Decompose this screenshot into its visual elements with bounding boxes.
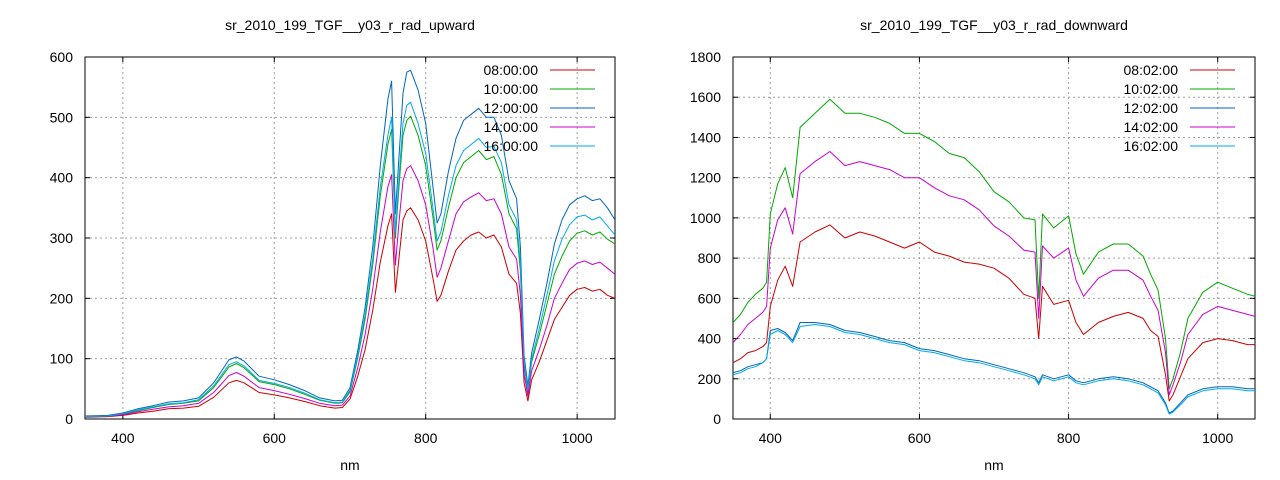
x-tick-label: 800 xyxy=(414,430,438,446)
series-line-100200 xyxy=(733,98,1255,390)
y-tick-label: 500 xyxy=(50,109,74,125)
chart-title: sr_2010_199_TGF__y03_r_rad_downward xyxy=(860,17,1128,33)
y-tick-label: 600 xyxy=(50,49,74,65)
y-tick-label: 200 xyxy=(698,371,722,387)
legend-label: 10:00:00 xyxy=(484,81,539,97)
series-line-120000 xyxy=(85,69,615,417)
legend: 08:00:00 10:00:00 12:00:00 14:00:00 16:00:00 xyxy=(484,62,595,154)
chart-title: sr_2010_199_TGF__y03_r_rad_upward xyxy=(225,17,475,33)
chart-upward: 400 600 800 1000 0 100 200 300 400 500 600 sr_2010_… xyxy=(50,17,616,473)
series-group xyxy=(733,98,1255,415)
series-line-080000 xyxy=(85,207,615,418)
legend-label: 14:00:00 xyxy=(484,119,539,135)
y-tick-label: 300 xyxy=(50,230,74,246)
y-tick-label: 400 xyxy=(50,170,74,186)
y-tick-label: 600 xyxy=(698,290,722,306)
x-tick-label: 1000 xyxy=(562,430,593,446)
y-tick-label: 1800 xyxy=(690,49,721,65)
x-tick-label: 400 xyxy=(111,430,135,446)
series-line-080200 xyxy=(733,224,1255,402)
y-tick-label: 100 xyxy=(50,351,74,367)
grid xyxy=(733,57,1255,419)
y-tick-label: 1600 xyxy=(690,89,721,105)
series-line-160200 xyxy=(733,324,1255,415)
legend-label: 16:02:00 xyxy=(1124,138,1179,154)
y-tick-label: 0 xyxy=(65,411,73,427)
x-tick-label: 600 xyxy=(908,430,932,446)
legend-label: 10:02:00 xyxy=(1124,81,1179,97)
x-tick-label: 600 xyxy=(263,430,287,446)
x-tick-label: 800 xyxy=(1057,430,1081,446)
y-tick-label: 0 xyxy=(713,411,721,427)
legend-label: 08:02:00 xyxy=(1124,62,1179,78)
legend-label: 14:02:00 xyxy=(1124,119,1179,135)
plot-frame xyxy=(732,56,1256,420)
y-tick-label: 800 xyxy=(698,250,722,266)
x-tick-label: 400 xyxy=(759,430,783,446)
series-line-140200 xyxy=(733,151,1255,396)
series-line-160000 xyxy=(85,101,615,418)
x-tick-label: 1000 xyxy=(1202,430,1233,446)
legend-label: 12:00:00 xyxy=(484,100,539,116)
series-line-100000 xyxy=(85,115,615,418)
y-tick-label: 1400 xyxy=(690,129,721,145)
y-tick-label: 1000 xyxy=(690,210,721,226)
legend: 08:02:00 10:02:00 12:02:00 14:02:00 16:02:00 xyxy=(1124,62,1235,154)
series-line-120200 xyxy=(733,322,1255,414)
x-axis-label: nm xyxy=(984,457,1003,473)
chart-downward: 400 600 800 1000 0 200 400 600 800 1000 1200 1400 16… xyxy=(690,17,1256,473)
series-group xyxy=(85,69,615,418)
x-axis-label: nm xyxy=(340,457,359,473)
legend-label: 12:02:00 xyxy=(1124,100,1179,116)
y-tick-label: 200 xyxy=(50,290,74,306)
y-tick-label: 1200 xyxy=(690,170,721,186)
legend-label: 08:00:00 xyxy=(484,62,539,78)
series-line-140000 xyxy=(85,165,615,418)
y-tick-label: 400 xyxy=(698,331,722,347)
legend-label: 16:00:00 xyxy=(484,138,539,154)
grid xyxy=(85,57,615,419)
